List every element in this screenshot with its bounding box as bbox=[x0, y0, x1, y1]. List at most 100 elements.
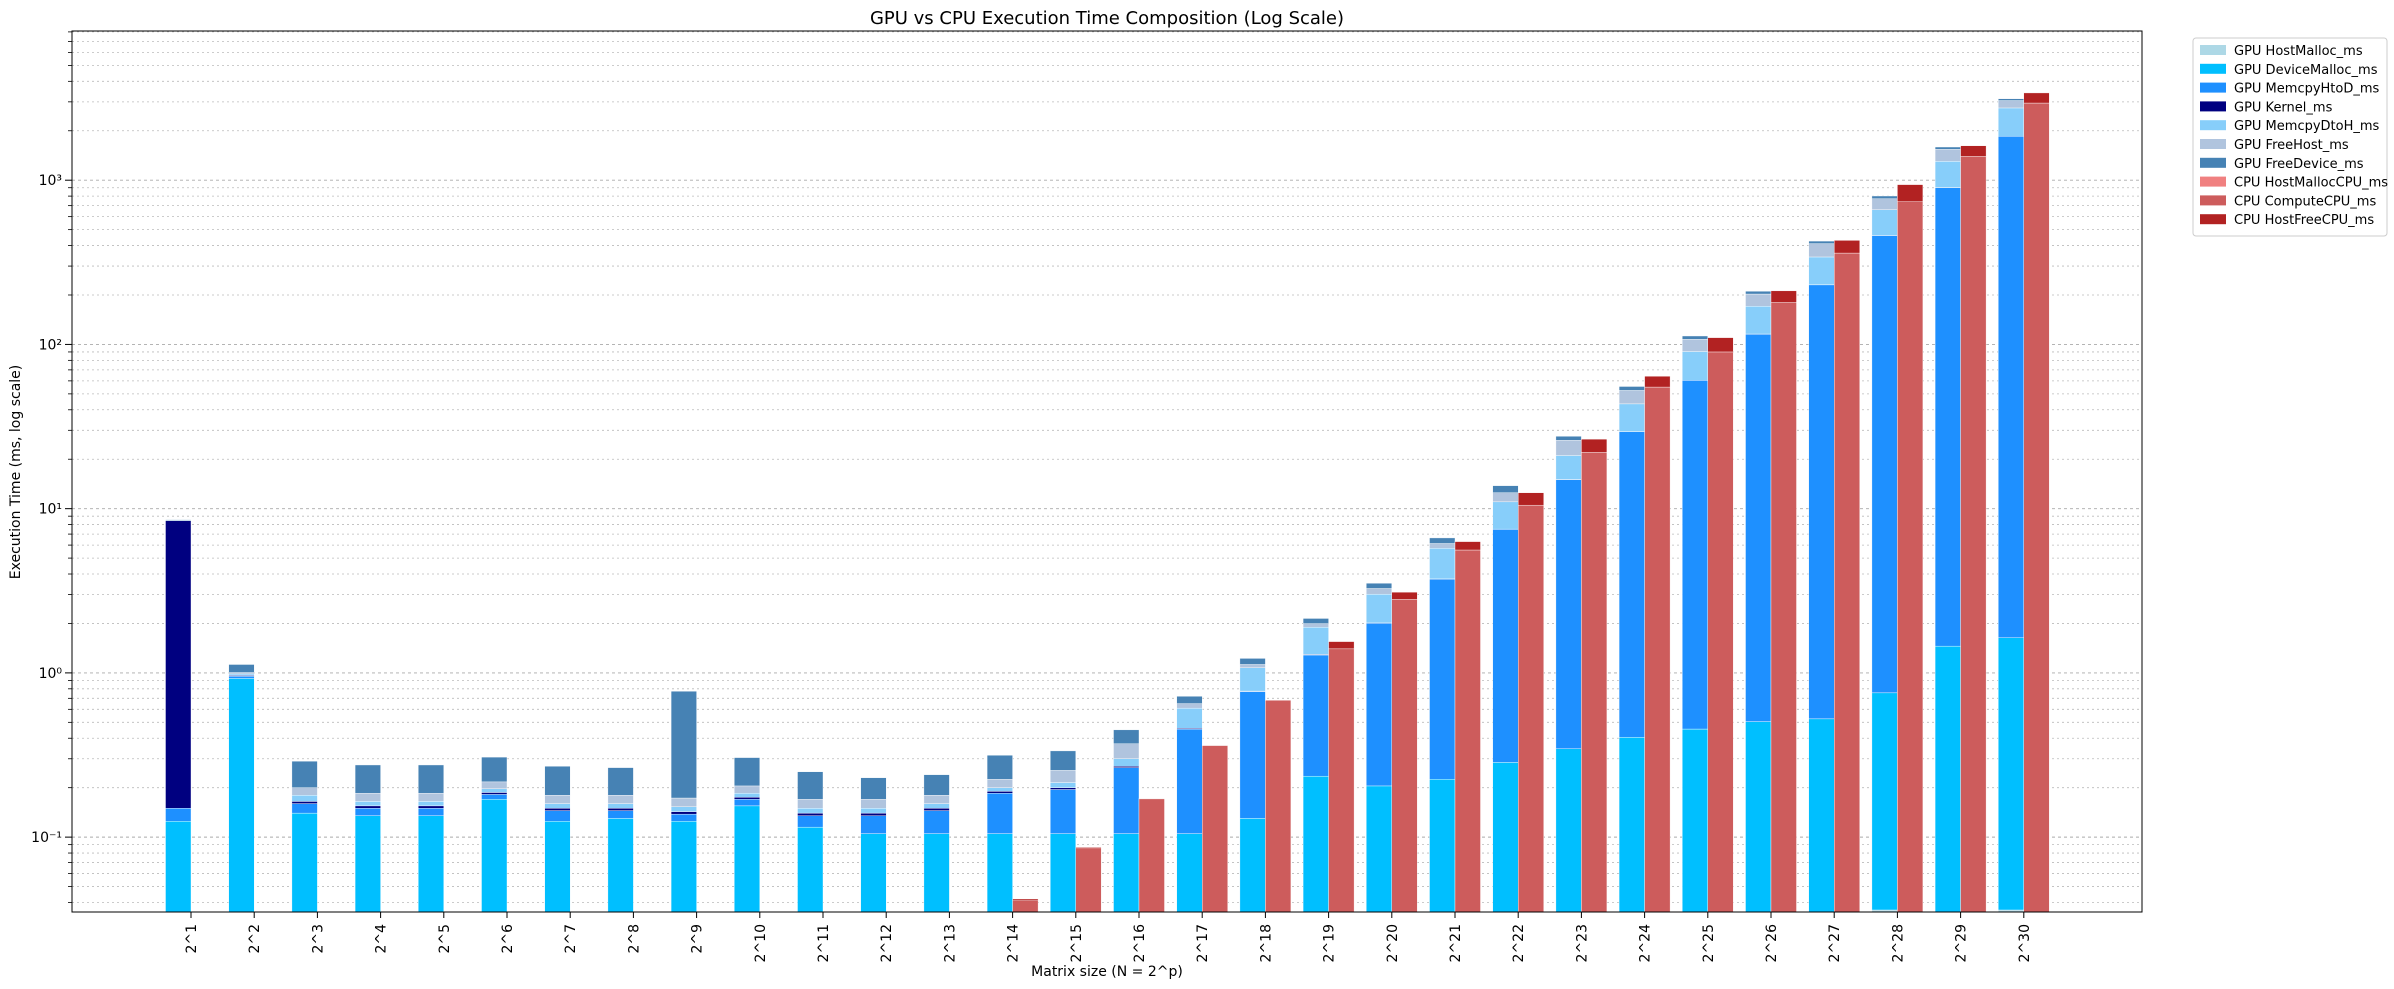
bar-segment bbox=[1328, 648, 1355, 913]
bar-segment bbox=[1682, 339, 1709, 352]
bar-segment bbox=[291, 760, 318, 788]
bar-segment bbox=[544, 803, 571, 809]
bar-segment bbox=[1808, 256, 1835, 285]
bar-segment bbox=[1366, 593, 1393, 624]
x-tick-label: 2^3 bbox=[310, 924, 326, 954]
legend: GPU HostMalloc_ms GPU DeviceMalloc_ms GPU … bbox=[2192, 37, 2388, 237]
bar-segment bbox=[1176, 703, 1203, 709]
bar-segment bbox=[797, 815, 824, 828]
legend-label: GPU MemcpyDtoH_ms bbox=[2234, 119, 2380, 134]
bar-segment bbox=[1808, 243, 1835, 258]
bar-segment bbox=[1707, 351, 1734, 913]
x-tick-label: 2^2 bbox=[247, 924, 263, 954]
bar-segment bbox=[1201, 745, 1228, 913]
bar-segment bbox=[734, 785, 760, 794]
bar-segment bbox=[1618, 386, 1645, 391]
bar-segment bbox=[607, 818, 634, 913]
bar-segment bbox=[1517, 492, 1544, 506]
bar-segment bbox=[860, 833, 887, 913]
bar-segment bbox=[291, 787, 318, 796]
bar-segment bbox=[986, 793, 1013, 834]
bar-segment bbox=[1113, 758, 1140, 767]
x-tick-label: 2^23 bbox=[1574, 924, 1590, 962]
bar-segment bbox=[354, 801, 381, 807]
bar-segment bbox=[1745, 333, 1772, 722]
bar-segment bbox=[1176, 833, 1203, 913]
bar-segment bbox=[2023, 102, 2050, 913]
bar-segment bbox=[1555, 455, 1582, 480]
x-axis-label: Matrix size (N = 2^p) bbox=[1031, 964, 1183, 980]
y-tick-label: 10³ bbox=[39, 173, 62, 189]
bar-segment bbox=[1871, 235, 1898, 694]
bar-segment bbox=[1138, 798, 1165, 913]
bar-segment bbox=[1555, 479, 1582, 749]
legend-box bbox=[2192, 37, 2388, 237]
legend-swatch bbox=[2200, 195, 2226, 206]
bar-segment bbox=[481, 799, 508, 913]
bar-segment bbox=[2023, 92, 2050, 104]
x-tick-label: 2^15 bbox=[1069, 924, 1085, 962]
bar-segment bbox=[1239, 664, 1266, 668]
y-tick-label: 10⁰ bbox=[39, 666, 63, 682]
bar-segment bbox=[1618, 390, 1645, 405]
bar-segment bbox=[481, 788, 508, 793]
bar-segment bbox=[1871, 692, 1898, 911]
bar-segment bbox=[923, 808, 950, 811]
bar-segment bbox=[1113, 743, 1140, 759]
bar-segment bbox=[291, 803, 318, 814]
bar-segment bbox=[607, 808, 634, 811]
legend-swatch bbox=[2200, 120, 2226, 131]
bar-segment bbox=[923, 833, 950, 913]
x-tick-label: 2^26 bbox=[1764, 924, 1780, 963]
bar-segment bbox=[1366, 583, 1393, 589]
bar-segment bbox=[734, 757, 760, 787]
bar-segment bbox=[1517, 504, 1544, 913]
bar-segment bbox=[354, 815, 381, 913]
bar-segment bbox=[1581, 452, 1608, 913]
x-tick-label: 2^6 bbox=[500, 924, 516, 954]
y-tick-label: 10⁻¹ bbox=[31, 830, 62, 846]
bar-segment bbox=[1366, 785, 1393, 913]
bar-segment bbox=[1302, 618, 1329, 624]
legend-swatch bbox=[2200, 176, 2226, 187]
bar-segment bbox=[860, 799, 887, 809]
bar-segment bbox=[1429, 537, 1456, 544]
bar-segment bbox=[1960, 156, 1987, 913]
bar-segment bbox=[1745, 306, 1772, 335]
bar-segment bbox=[797, 771, 824, 800]
bar-segment bbox=[1050, 789, 1077, 834]
bar-segment bbox=[986, 833, 1013, 913]
bar-segment bbox=[1113, 767, 1140, 834]
bar-segment bbox=[1239, 818, 1266, 913]
bar-segment bbox=[1998, 637, 2025, 911]
bar-segment bbox=[1302, 654, 1329, 777]
bar-segment bbox=[228, 678, 255, 913]
bar-segment bbox=[1050, 782, 1077, 788]
bar-segment bbox=[1429, 543, 1456, 549]
bar-segment bbox=[481, 781, 508, 789]
bar-segment bbox=[1265, 700, 1292, 913]
bar-segment bbox=[1391, 599, 1418, 913]
x-tick-label: 2^24 bbox=[1638, 924, 1654, 963]
bar-segment bbox=[544, 766, 571, 796]
bar-segment bbox=[1492, 762, 1519, 913]
bar-segment bbox=[923, 774, 950, 796]
legend-label: GPU FreeDevice_ms bbox=[2234, 157, 2364, 172]
bar-segment bbox=[860, 815, 887, 834]
legend-label: CPU HostFreeCPU_ms bbox=[2234, 213, 2374, 228]
bar-segment bbox=[923, 803, 950, 809]
bar-segment bbox=[1934, 187, 1961, 647]
bar-segment bbox=[607, 767, 634, 796]
x-tick-label: 2^14 bbox=[1006, 924, 1022, 963]
bar-segment bbox=[544, 794, 571, 804]
bar-segment bbox=[1644, 376, 1671, 388]
bar-segment bbox=[1682, 335, 1709, 340]
bar-segment bbox=[1366, 588, 1393, 595]
bar-segment bbox=[1302, 775, 1329, 913]
bar-segment bbox=[1012, 900, 1039, 913]
bar-segment bbox=[418, 793, 444, 802]
bar-segment bbox=[481, 792, 508, 795]
x-tick-label: 2^9 bbox=[690, 924, 706, 954]
